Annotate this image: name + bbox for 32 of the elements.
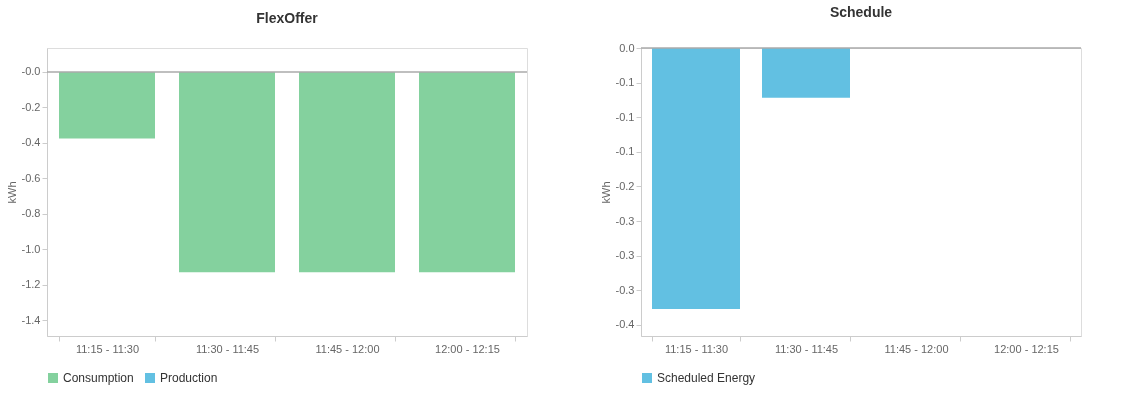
- y-tick-label: -0.8: [21, 207, 41, 220]
- x-tick-label: 11:15 - 11:30: [664, 342, 729, 355]
- chart-title: FlexOffer: [256, 10, 319, 26]
- legend-label: Production: [160, 371, 218, 385]
- y-tick-label: -0.2: [21, 100, 41, 113]
- y-tick-label: -0.4: [615, 318, 635, 331]
- y-tick-label: -0.6: [21, 171, 41, 184]
- y-tick-label: -0.0: [21, 65, 41, 78]
- x-tick-label: 11:30 - 11:45: [195, 342, 260, 355]
- legend-label: Consumption: [63, 371, 134, 385]
- y-axis-title: kWh: [599, 181, 612, 204]
- y-tick-label: -0.3: [615, 214, 635, 227]
- y-tick-label: -0.4: [21, 136, 41, 149]
- y-tick-label: -0.1: [615, 145, 635, 158]
- y-axis-title: kWh: [5, 181, 18, 204]
- x-tick-label: 11:30 - 11:45: [774, 342, 839, 355]
- y-tick-label: -0.3: [615, 249, 635, 262]
- legend-label: Scheduled Energy: [657, 371, 756, 385]
- y-tick-label: -0.2: [615, 179, 635, 192]
- y-tick-label: -0.1: [615, 110, 635, 123]
- chart-title: Schedule: [829, 4, 893, 20]
- y-tick-label: -1.2: [21, 278, 41, 291]
- x-tick-label: 11:45 - 12:00: [884, 342, 949, 355]
- y-tick-label: -0.1: [615, 76, 635, 89]
- y-tick-label: 0.0: [619, 41, 635, 54]
- x-tick-label: 11:45 - 12:00: [315, 342, 380, 355]
- y-tick-label: -0.3: [615, 283, 635, 296]
- x-tick-label: 12:00 - 12:15: [435, 342, 500, 355]
- x-tick-label: 12:00 - 12:15: [994, 342, 1059, 355]
- y-tick-label: -1.0: [21, 242, 41, 255]
- y-tick-label: -1.4: [21, 313, 41, 326]
- x-tick-label: 11:15 - 11:30: [75, 342, 140, 355]
